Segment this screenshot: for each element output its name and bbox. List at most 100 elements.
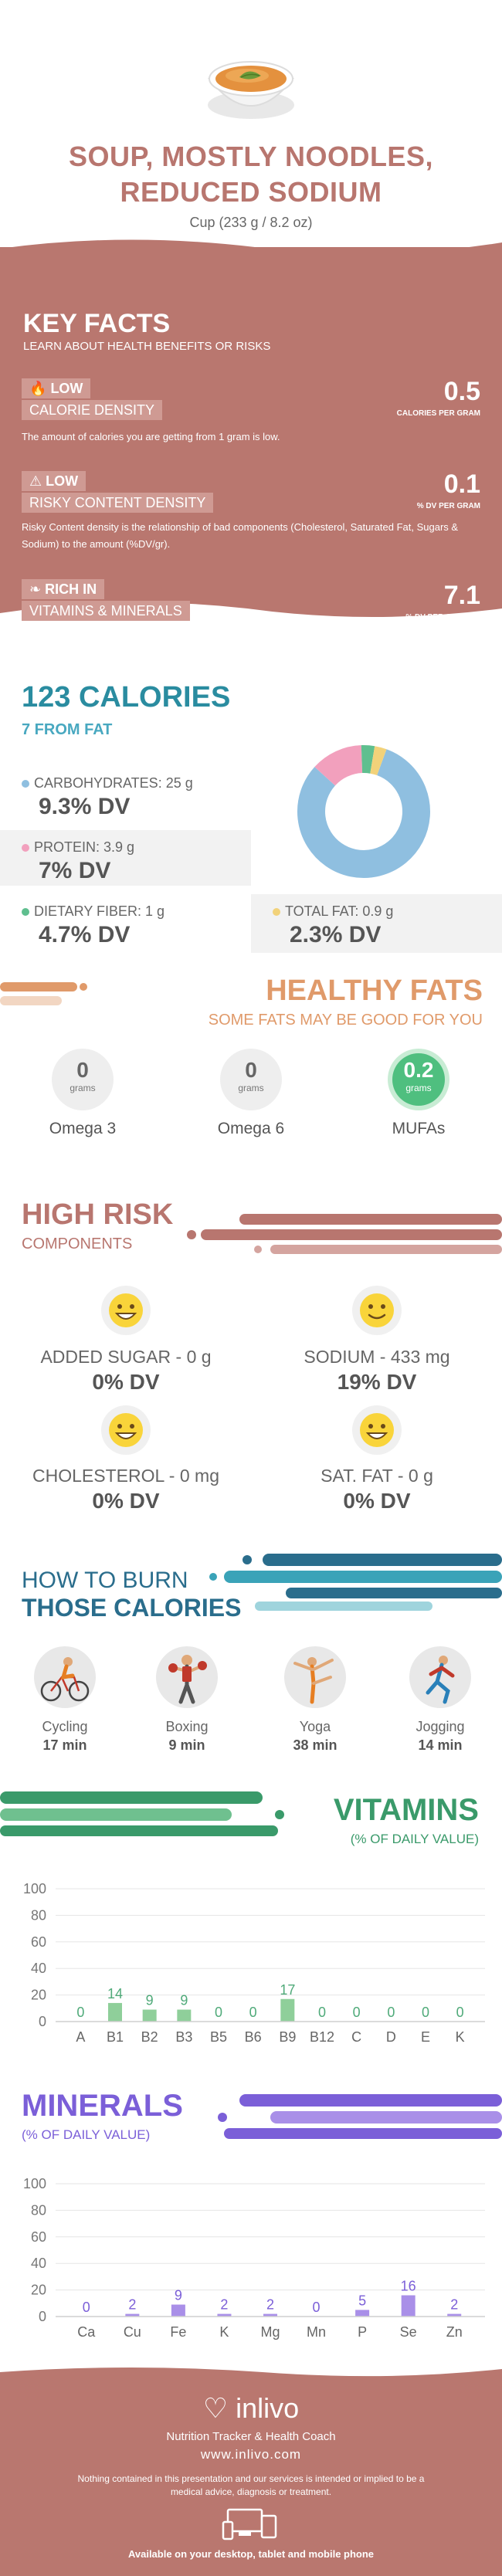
bar-value-label: 0 (249, 2005, 257, 2020)
footer-tagline: Nutrition Tracker & Health Coach (166, 2430, 336, 2443)
protein-dot (22, 844, 29, 852)
minerals-title: MINERALS (22, 2089, 183, 2123)
y-tick-label: 20 (31, 1988, 46, 2003)
omega3-name: Omega 3 (49, 1120, 117, 1137)
bar-value-label: 0 (313, 2300, 321, 2315)
bar-value-label: 14 (107, 1986, 123, 2001)
vitamins-value: 7.1 (443, 581, 480, 610)
fats-decor-stripes (0, 982, 87, 1005)
calorie-density-value: 0.5 (443, 377, 480, 406)
x-tick-label: C (351, 2029, 361, 2045)
burn-title-line-2: THOSE CALORIES (22, 1594, 242, 1622)
yoga-name: Yoga (299, 1719, 331, 1734)
rating-text: RICH IN (45, 581, 97, 597)
fiber-label: DIETARY FIBER: 1 g (22, 903, 165, 920)
bar-value-label: 17 (280, 1982, 295, 1998)
y-tick-label: 0 (39, 2014, 46, 2029)
cholesterol-label: CHOLESTEROL - 0 mg (32, 1466, 219, 1486)
y-tick-label: 60 (31, 2229, 46, 2245)
vitamins-decor-stripes (0, 1791, 284, 1836)
bar-value-label: 0 (387, 2005, 395, 2020)
calorie-density-description: The amount of calories you are getting f… (22, 431, 280, 442)
burn-title-line-1: HOW TO BURN (22, 1568, 188, 1593)
yoga-time: 38 min (293, 1737, 337, 1753)
fat-label: TOTAL FAT: 0.9 g (273, 903, 393, 920)
boxing-name: Boxing (165, 1719, 209, 1734)
vitamins-title: VITAMINS (333, 1793, 479, 1827)
fat-label-text: TOTAL FAT: 0.9 g (285, 903, 394, 919)
bar-cu (125, 2313, 140, 2317)
bar-value-label: 2 (450, 2297, 458, 2313)
yoga-icon (284, 1646, 346, 1708)
x-tick-label: B1 (107, 2029, 124, 2045)
inlivo-logo[interactable]: ♡ inlivo (0, 2392, 502, 2425)
smile-face-icon (352, 1286, 402, 1335)
carbs-label: CARBOHYDRATES: 25 g (22, 775, 193, 791)
footer-website-link[interactable]: www.inlivo.com (200, 2447, 302, 2462)
risky-content-description: Risky Content density is the relationshi… (22, 521, 459, 550)
donut-slice-dietary-fiber (361, 745, 375, 774)
bar-b3 (177, 2009, 192, 2022)
title-line-2: REDUCED SODIUM (120, 176, 382, 208)
x-tick-label: B5 (210, 2029, 227, 2045)
soup-bowl-image (202, 31, 300, 128)
x-tick-label: Fe (170, 2324, 186, 2340)
bar-value-label: 0 (353, 2005, 361, 2020)
cycling-name: Cycling (42, 1719, 88, 1734)
bar-zn (447, 2313, 462, 2317)
fat-dot (273, 908, 280, 916)
vitamins-bar-chart: 0 20 40 60 80 100 0 A 14 B1 9 B2 9 B3 0 B5 0 B6 17 B9 0 B12 0 C… (23, 1881, 485, 2045)
high-risk-subtitle: COMPONENTS (22, 1235, 133, 1252)
risky-content-label: RISKY CONTENT DENSITY (22, 493, 214, 513)
x-tick-label: Zn (446, 2324, 463, 2340)
fiber-label-text: DIETARY FIBER: 1 g (34, 903, 165, 919)
title-line-1: SOUP, MOSTLY NOODLES, (69, 141, 433, 172)
healthy-fats-subtitle: SOME FATS MAY BE GOOD FOR YOU (208, 1012, 483, 1029)
y-tick-label: 100 (23, 2176, 46, 2191)
omega6-name: Omega 6 (217, 1120, 285, 1137)
added-sugar-label: ADDED SUGAR - 0 g (40, 1347, 212, 1367)
mufa-unit: grams (405, 1083, 432, 1093)
bar-value-label: 9 (180, 1993, 188, 2008)
key-facts-heading: KEY FACTS (23, 309, 171, 338)
bar-se (401, 2295, 416, 2317)
bar-b9 (280, 1998, 295, 2022)
omega3-value: 0 (76, 1058, 89, 1082)
bar-value-label: 0 (456, 2005, 464, 2020)
x-tick-label: K (219, 2324, 229, 2340)
boxing-time: 9 min (168, 1737, 205, 1753)
omega6-value: 0 (245, 1058, 257, 1082)
boxing-icon (156, 1646, 218, 1708)
cycling-icon (34, 1646, 96, 1708)
key-facts-subheading: LEARN ABOUT HEALTH BENEFITS OR RISKS (23, 340, 271, 353)
fiber-row: DIETARY FIBER: 1 g 4.7% DV (0, 896, 247, 951)
burn-decor-stripes (209, 1554, 502, 1611)
footer-top-wave (0, 2368, 502, 2381)
key-facts-section (0, 247, 502, 598)
fiber-dot (22, 908, 29, 916)
y-tick-label: 40 (31, 1961, 46, 1976)
sodium-dv: 19% DV (337, 1370, 417, 1394)
vitamins-unit: % DV PER CALORIE (405, 613, 480, 622)
key-facts-bottom-wave (0, 595, 502, 617)
risky-content-unit: % DV PER GRAM (416, 502, 480, 510)
x-tick-label: B6 (245, 2029, 262, 2045)
footer-disclaimer: Nothing contained in this presentation a… (77, 2473, 425, 2497)
x-tick-label: Ca (77, 2324, 96, 2340)
bar-mg (263, 2313, 277, 2317)
bar-value-label: 0 (215, 2005, 222, 2020)
donut-slice-carbohydrates (297, 749, 430, 878)
rating-text: LOW (50, 381, 83, 396)
bar-value-label: 5 (358, 2293, 366, 2308)
added-sugar-dv: 0% DV (92, 1370, 160, 1394)
y-tick-label: 40 (31, 2256, 46, 2271)
cycling-time: 17 min (42, 1737, 87, 1753)
sat-fat-label: SAT. FAT - 0 g (321, 1466, 433, 1486)
mufa-circle-fill (392, 1053, 445, 1106)
high-risk-decor-stripes (187, 1214, 502, 1254)
bar-k (217, 2313, 232, 2317)
devices-icon (222, 2508, 277, 2540)
x-tick-label: E (421, 2029, 430, 2045)
serving-size: Cup (233 g / 8.2 oz) (189, 215, 313, 230)
x-tick-label: Mn (307, 2324, 326, 2340)
